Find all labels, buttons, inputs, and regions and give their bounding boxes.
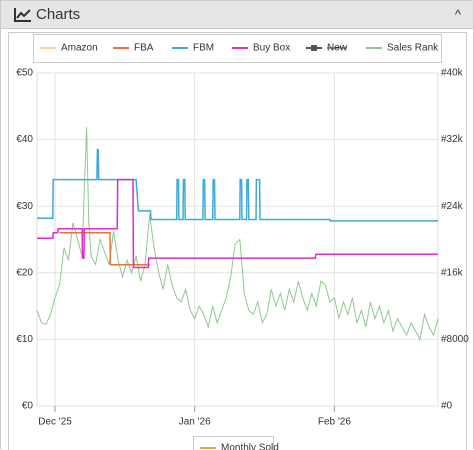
legend-label: FBM <box>193 43 214 54</box>
y2-tick-label: #32k <box>441 134 464 145</box>
legend-swatch <box>311 45 317 51</box>
chart-frame <box>8 32 467 450</box>
x-tick-label: Feb '26 <box>318 417 351 428</box>
y-tick-label: €0 <box>22 401 34 412</box>
legend-label: New <box>327 43 348 54</box>
legend-item[interactable]: Sales Rank <box>366 43 439 54</box>
legend-label: Sales Rank <box>387 43 439 54</box>
series-line <box>36 127 439 341</box>
legend-item[interactable]: FBA <box>113 43 154 54</box>
chart-icon <box>14 8 31 22</box>
x-tick-label: Dec '25 <box>38 417 72 428</box>
legend-item[interactable]: New <box>306 43 348 54</box>
plot-area <box>36 72 439 407</box>
y2-tick-label: #0 <box>441 401 453 412</box>
toggle[interactable]: ^ <box>454 7 461 22</box>
legend-item[interactable]: Amazon <box>40 43 98 54</box>
legend-item[interactable]: Monthly Sold <box>200 443 279 450</box>
y2-tick-label: #40k <box>441 68 464 79</box>
legend-item[interactable]: Buy Box <box>232 43 290 54</box>
panel-header[interactable]: Charts ^ <box>1 1 473 29</box>
y-tick-label: €30 <box>16 201 33 212</box>
y-tick-label: €10 <box>16 334 33 345</box>
panel-title: Charts <box>36 6 81 23</box>
y-tick-label: €50 <box>16 68 33 79</box>
legend-box <box>193 436 274 450</box>
legend-item[interactable]: FBM <box>172 43 214 54</box>
y2-tick-label: #16k <box>441 267 464 278</box>
series-line <box>37 178 438 269</box>
legend-label: Buy Box <box>253 43 290 54</box>
x-tick-label: Jan '26 <box>179 417 211 428</box>
y2-tick-label: #8000 <box>441 334 469 345</box>
legend-label: Monthly Sold <box>221 443 279 450</box>
legend-label: FBA <box>134 43 154 54</box>
legend-label: Amazon <box>61 43 98 54</box>
y-tick-label: €40 <box>16 134 33 145</box>
y-tick-label: €20 <box>16 267 33 278</box>
y2-tick-label: #24k <box>441 201 464 212</box>
